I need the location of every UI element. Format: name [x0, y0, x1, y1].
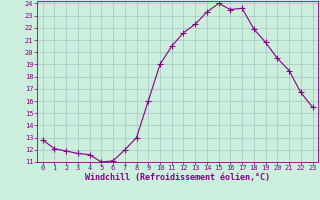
X-axis label: Windchill (Refroidissement éolien,°C): Windchill (Refroidissement éolien,°C) — [85, 173, 270, 182]
